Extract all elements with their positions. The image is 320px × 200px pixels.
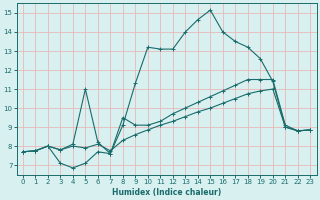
X-axis label: Humidex (Indice chaleur): Humidex (Indice chaleur) [112,188,221,197]
